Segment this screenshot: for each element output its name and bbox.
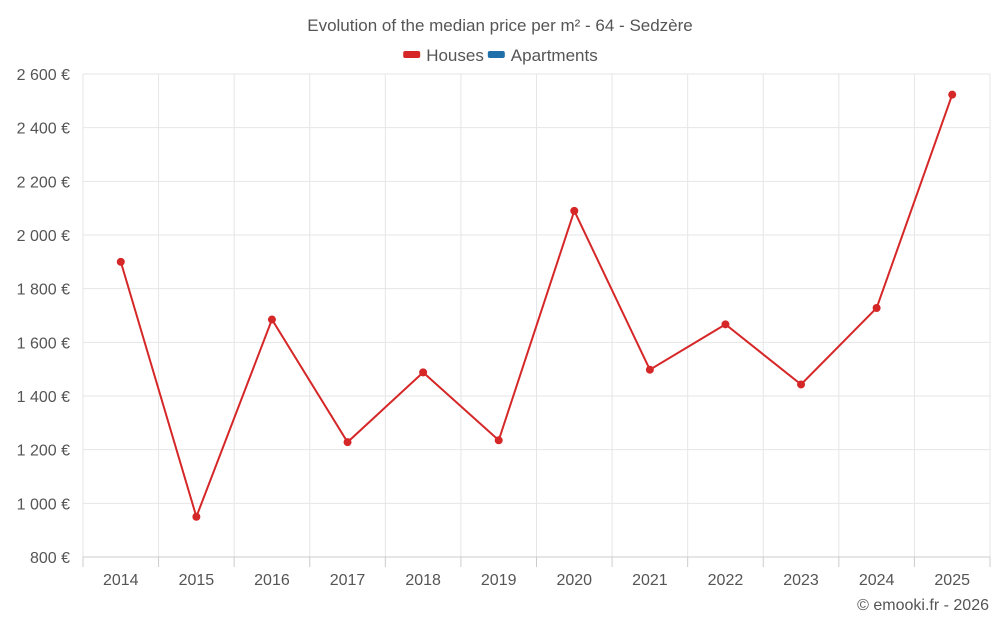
y-tick-label: 2 000 € [17, 228, 70, 245]
x-tick-label: 2016 [254, 572, 290, 589]
credit-text: © emooki.fr - 2026 [857, 597, 989, 614]
legend-item-houses[interactable]: Houses [403, 46, 484, 65]
y-tick-label: 1 000 € [17, 496, 70, 513]
data-point-houses[interactable] [343, 438, 352, 447]
data-point-houses[interactable] [721, 320, 730, 329]
series-line-houses [119, 94, 954, 520]
data-point-houses[interactable] [494, 436, 503, 445]
legend-label: Apartments [511, 46, 598, 65]
data-point-houses[interactable] [267, 315, 276, 324]
legend-label: Houses [426, 46, 484, 65]
y-tick-label: 1 600 € [17, 335, 70, 352]
x-tick-label: 2020 [556, 572, 592, 589]
series-layer [116, 90, 957, 521]
data-point-houses[interactable] [116, 257, 125, 266]
legend-swatch [403, 51, 421, 58]
data-point-houses[interactable] [797, 380, 806, 389]
x-tick-label: 2024 [859, 572, 895, 589]
data-point-houses[interactable] [872, 303, 881, 312]
x-tick-label: 2018 [405, 572, 441, 589]
y-tick-label: 1 200 € [17, 443, 70, 460]
y-tick-label: 1 400 € [17, 389, 70, 406]
data-point-houses[interactable] [192, 512, 201, 521]
x-tick-label: 2023 [783, 572, 819, 589]
y-tick-label: 800 € [30, 550, 70, 567]
x-tick-label: 2021 [632, 572, 668, 589]
grid [82, 73, 991, 557]
x-tick-label: 2019 [481, 572, 517, 589]
x-tick-label: 2022 [708, 572, 744, 589]
y-tick-label: 1 800 € [17, 282, 70, 299]
x-tick-label: 2025 [934, 572, 970, 589]
x-tick-label: 2014 [103, 572, 139, 589]
data-point-houses[interactable] [948, 90, 957, 99]
axes: 800 € 1 000 € 1 200 € 1 400 € 1 600 € 1 800 €… [17, 67, 991, 589]
legend-swatch [487, 51, 505, 58]
x-tick-label: 2015 [179, 572, 215, 589]
legend[interactable]: Houses Apartments [403, 46, 598, 65]
x-tick-label: 2017 [330, 572, 366, 589]
data-point-houses[interactable] [570, 206, 579, 215]
y-tick-label: 2 200 € [17, 174, 70, 191]
chart-title: Evolution of the median price per m² - 6… [307, 16, 693, 35]
legend-item-apartments[interactable]: Apartments [487, 46, 598, 65]
y-tick-label: 2 400 € [17, 121, 70, 138]
data-point-houses[interactable] [645, 365, 654, 374]
y-tick-label: 2 600 € [17, 67, 70, 84]
data-point-houses[interactable] [419, 368, 428, 377]
